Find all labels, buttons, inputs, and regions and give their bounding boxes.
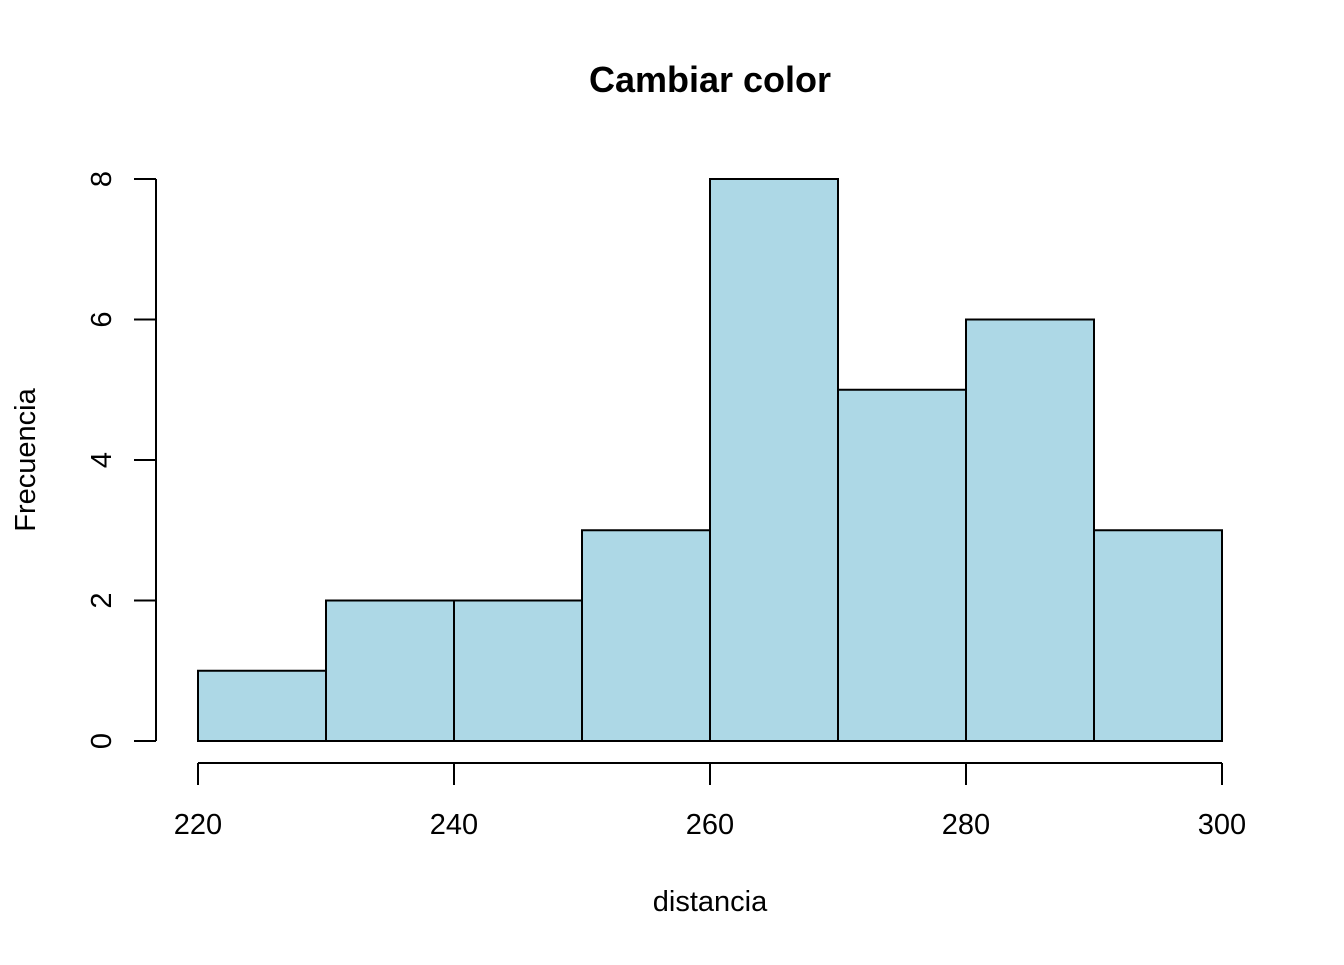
- histogram-bar-1: [325, 599, 455, 742]
- x-tick-label-4: 300: [1198, 809, 1246, 841]
- y-tick-label-2: 4: [86, 452, 118, 468]
- chart-title: Cambiar color: [589, 59, 831, 100]
- y-tick-label-0: 0: [86, 733, 118, 749]
- histogram-bar-2: [453, 599, 583, 742]
- y-axis: 0 2 4 6 8: [86, 171, 157, 749]
- x-tick-label-2: 260: [686, 809, 734, 841]
- histogram-bar-6: [965, 318, 1095, 742]
- y-tick-label-1: 2: [86, 592, 118, 608]
- histogram-bar-5: [837, 388, 967, 742]
- y-tick-label-4: 8: [86, 171, 118, 187]
- y-tick-label-3: 6: [86, 311, 118, 327]
- histogram-bar-4: [709, 178, 839, 742]
- x-axis: 220 240 260 280 300: [174, 762, 1246, 841]
- x-tick-label-3: 280: [942, 809, 990, 841]
- y-axis-title: Frecuencia: [10, 387, 42, 531]
- x-axis-title: distancia: [653, 886, 768, 918]
- x-tick-label-0: 220: [174, 809, 222, 841]
- histogram-bar-7: [1093, 529, 1223, 742]
- x-tick-label-1: 240: [430, 809, 478, 841]
- histogram-bar-3: [581, 529, 711, 742]
- histogram-bar-0: [197, 669, 327, 742]
- bars-group: [197, 178, 1223, 742]
